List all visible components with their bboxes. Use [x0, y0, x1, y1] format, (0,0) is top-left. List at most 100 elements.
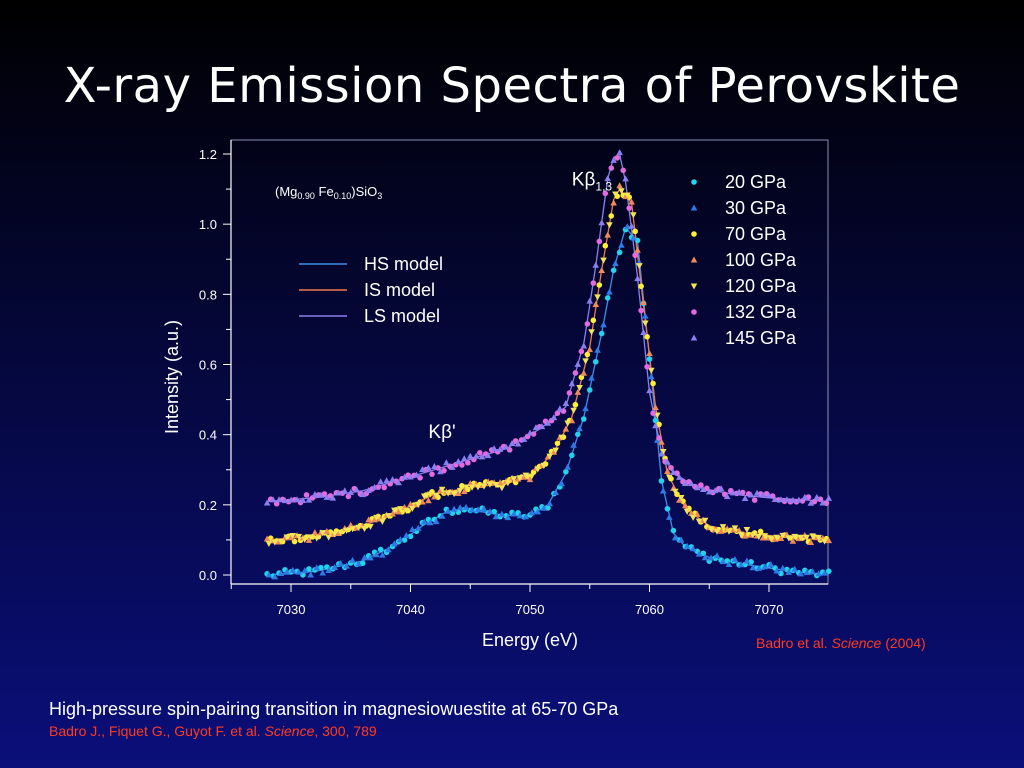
data-point-132-gpa: [602, 190, 609, 197]
data-point-30-gpa: [588, 374, 595, 381]
data-point-120-gpa: [373, 514, 380, 521]
data-point-30-gpa: [546, 500, 554, 507]
data-point-70-gpa: [602, 242, 609, 249]
data-point-145-gpa: [371, 483, 378, 490]
data-point-145-gpa: [783, 496, 791, 503]
data-point-30-gpa: [564, 463, 571, 470]
data-point-132-gpa: [554, 410, 561, 416]
data-point-145-gpa: [395, 479, 402, 486]
data-point-20-gpa: [652, 417, 659, 424]
data-point-30-gpa: [492, 513, 500, 520]
data-point-120-gpa: [743, 527, 751, 534]
data-point-20-gpa: [545, 505, 551, 511]
data-point-100-gpa: [652, 404, 659, 411]
x-axis-label: Energy (eV): [482, 630, 578, 650]
data-point-70-gpa: [638, 283, 644, 290]
data-point-132-gpa: [644, 363, 650, 370]
data-point-120-gpa: [540, 462, 548, 469]
data-point-70-gpa: [632, 228, 638, 235]
data-point-30-gpa: [743, 557, 751, 564]
data-point-30-gpa: [343, 562, 350, 569]
series-legend-label: 30 GPa: [725, 198, 787, 218]
data-point-20-gpa: [580, 416, 587, 422]
data-point-30-gpa: [438, 512, 446, 519]
data-point-20-gpa: [455, 509, 462, 515]
data-point-20-gpa: [306, 566, 312, 572]
data-point-30-gpa: [737, 561, 745, 568]
data-point-120-gpa: [450, 491, 458, 498]
data-point-145-gpa: [574, 360, 582, 367]
data-point-145-gpa: [413, 471, 420, 478]
data-point-145-gpa: [532, 424, 540, 431]
data-point-100-gpa: [598, 267, 605, 274]
data-point-120-gpa: [534, 466, 542, 473]
data-point-30-gpa: [659, 487, 667, 494]
y-tick-label: 0.8: [199, 287, 217, 302]
data-point-120-gpa: [552, 447, 559, 454]
data-point-30-gpa: [379, 551, 386, 558]
legend-marker-swatch: [691, 231, 697, 237]
data-point-100-gpa: [455, 489, 462, 496]
data-point-145-gpa: [281, 497, 289, 504]
data-point-120-gpa: [707, 526, 715, 533]
data-point-120-gpa: [265, 541, 273, 548]
data-point-120-gpa: [647, 367, 655, 374]
data-point-145-gpa: [759, 491, 767, 498]
data-point-145-gpa: [263, 499, 271, 506]
data-point-100-gpa: [807, 538, 815, 545]
data-point-30-gpa: [486, 508, 494, 515]
data-point-145-gpa: [801, 493, 809, 500]
series-legend-label: 145 GPa: [725, 328, 797, 348]
data-point-30-gpa: [426, 519, 434, 526]
data-point-145-gpa: [526, 429, 534, 436]
data-point-132-gpa: [566, 390, 573, 396]
data-point-120-gpa: [325, 534, 332, 541]
data-point-145-gpa: [323, 493, 331, 500]
data-point-30-gpa: [558, 480, 565, 487]
data-point-145-gpa: [455, 457, 462, 464]
data-point-30-gpa: [462, 503, 470, 510]
data-point-120-gpa: [498, 485, 506, 492]
data-point-145-gpa: [443, 459, 450, 466]
data-point-120-gpa: [665, 474, 673, 481]
series-legend-label: 70 GPa: [725, 224, 787, 244]
y-tick-label: 0.2: [199, 498, 217, 513]
data-point-70-gpa: [656, 421, 662, 428]
data-point-100-gpa: [592, 301, 600, 308]
data-point-120-gpa: [689, 514, 697, 521]
x-tick-label: 7070: [755, 602, 784, 617]
data-point-145-gpa: [484, 452, 492, 459]
data-point-120-gpa: [277, 538, 285, 545]
data-point-120-gpa: [600, 257, 607, 264]
model-legend-label: IS model: [364, 280, 435, 300]
data-point-30-gpa: [331, 564, 338, 571]
y-tick-label: 0.6: [199, 358, 217, 373]
data-point-145-gpa: [819, 499, 827, 506]
series-legend-item: 100 GPa: [690, 250, 797, 270]
model-legend-item: IS model: [299, 280, 435, 300]
kbeta13-peak-label: Kβ1,3: [572, 170, 613, 194]
data-point-20-gpa: [610, 267, 617, 274]
data-point-120-gpa: [283, 534, 291, 541]
data-point-30-gpa: [731, 556, 739, 563]
data-point-120-gpa: [337, 529, 344, 536]
data-point-120-gpa: [803, 534, 810, 541]
data-point-30-gpa: [803, 569, 810, 576]
data-point-20-gpa: [359, 560, 366, 567]
data-point-132-gpa: [303, 492, 310, 498]
data-point-30-gpa: [701, 554, 709, 561]
data-point-30-gpa: [689, 545, 697, 552]
data-point-120-gpa: [594, 294, 601, 301]
data-point-30-gpa: [791, 565, 798, 572]
data-point-100-gpa: [371, 516, 378, 523]
data-point-30-gpa: [707, 554, 715, 561]
data-point-145-gpa: [777, 496, 785, 503]
data-point-145-gpa: [437, 468, 444, 475]
data-point-120-gpa: [695, 518, 703, 525]
data-point-132-gpa: [578, 348, 585, 355]
data-point-70-gpa: [459, 483, 465, 489]
data-point-120-gpa: [815, 534, 822, 541]
data-point-30-gpa: [265, 571, 273, 578]
data-point-120-gpa: [677, 495, 685, 502]
